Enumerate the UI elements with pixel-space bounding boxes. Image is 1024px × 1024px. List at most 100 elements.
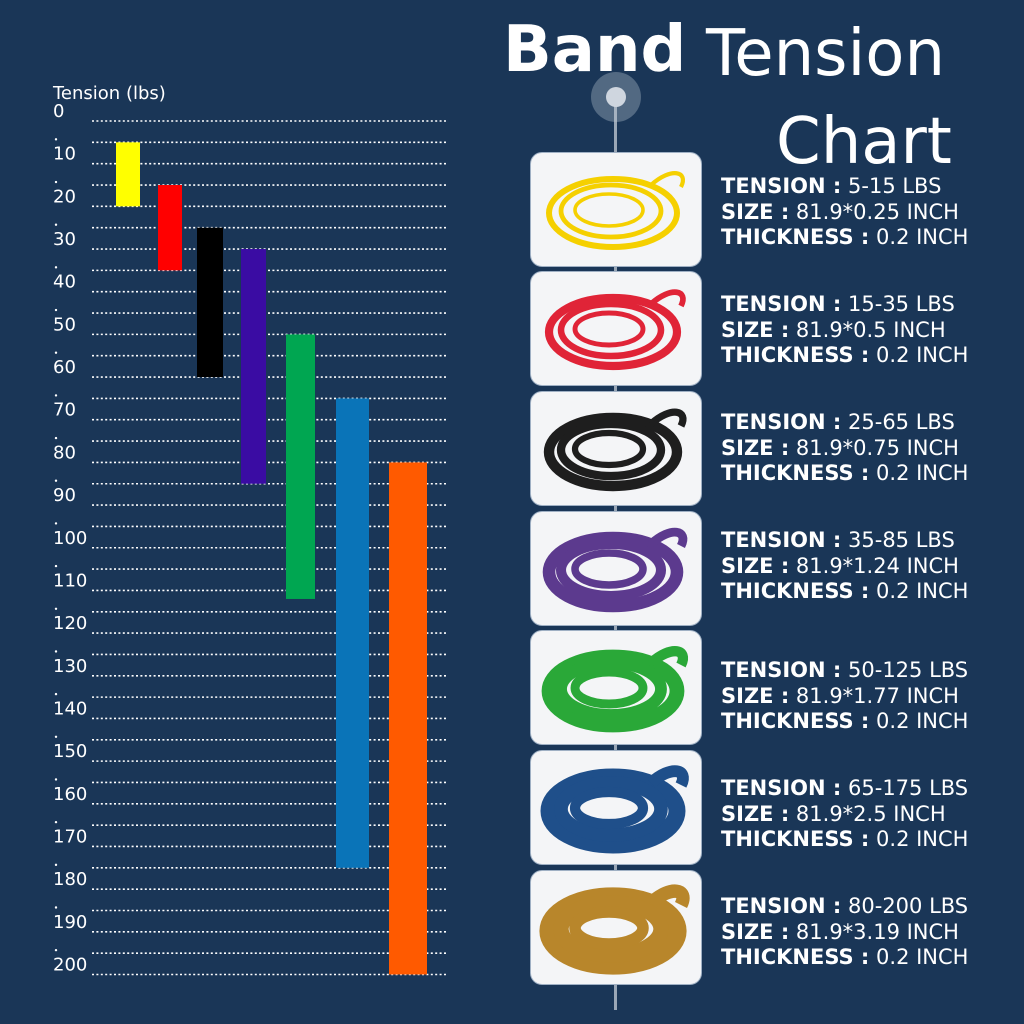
band-card: [530, 152, 702, 267]
band-card: [530, 271, 702, 386]
spec-thickness-label: THICKNESS :: [721, 343, 870, 367]
red-band-icon: [544, 289, 686, 371]
y-minor-tick: [54, 223, 58, 226]
spec-size-label: SIZE :: [721, 553, 790, 578]
y-minor-tick: [54, 522, 58, 525]
tension-bar: [389, 462, 427, 975]
y-tick-label: 200: [53, 955, 87, 976]
spec-size-row: SIZE : 81.9*3.19 INCH: [721, 920, 968, 946]
spec-tension-row: TENSION : 15-35 LBS: [721, 292, 968, 318]
green-band-icon: [541, 646, 688, 733]
title-bold: Band: [503, 13, 687, 87]
y-minor-tick: [54, 735, 58, 738]
spec-size-row: SIZE : 81.9*1.77 INCH: [721, 684, 968, 710]
spec-size-value: 81.9*1.77 INCH: [795, 683, 959, 708]
spec-size-row: SIZE : 81.9*2.5 INCH: [721, 802, 968, 828]
tension-bar: [336, 398, 369, 868]
y-minor-tick: [54, 351, 58, 354]
spec-tension-value: 15-35 LBS: [848, 292, 955, 316]
spec-thickness-row: THICKNESS : 0.2 INCH: [721, 579, 968, 605]
spec-size-label: SIZE :: [721, 919, 790, 944]
spec-thickness-row: THICKNESS : 0.2 INCH: [721, 343, 968, 369]
y-tick-label: 0: [53, 101, 64, 122]
band-spec: TENSION : 35-85 LBS SIZE : 81.9*1.24 INCH…: [721, 528, 968, 605]
y-minor-tick: [54, 863, 58, 867]
spec-tension-value: 5-15 LBS: [848, 174, 942, 198]
band-spec: TENSION : 5-15 LBS SIZE : 81.9*0.25 INCH T…: [721, 174, 968, 251]
title-line-1: Tension: [706, 17, 945, 91]
spec-tension-value: 80-200 LBS: [848, 894, 969, 918]
spec-tension-row: TENSION : 50-125 LBS: [721, 658, 968, 684]
y-tick-label: 190: [53, 912, 87, 933]
spec-size-value: 81.9*3.19 INCH: [795, 919, 959, 944]
y-minor-tick: [54, 308, 58, 312]
spec-tension-row: TENSION : 65-175 LBS: [721, 776, 968, 802]
y-tick-label: 120: [53, 613, 87, 634]
y-tick-label: 160: [53, 784, 87, 805]
spec-size-value: 81.9*2.5 INCH: [795, 801, 946, 826]
spec-thickness-row: THICKNESS : 0.2 INCH: [721, 827, 968, 853]
spec-size-label: SIZE :: [721, 199, 790, 224]
purple-band-icon: [542, 527, 688, 613]
y-tick-label: 40: [53, 272, 76, 293]
black-band-icon: [543, 408, 687, 492]
band-card: [530, 630, 702, 745]
y-tick-label: 80: [53, 442, 76, 463]
spec-size-value: 81.9*0.5 INCH: [795, 317, 946, 342]
y-minor-tick: [54, 692, 58, 696]
spec-tension-row: TENSION : 25-65 LBS: [721, 410, 968, 436]
y-minor-tick: [54, 650, 58, 653]
timeline-knob-center: [606, 87, 626, 107]
spec-thickness-value: 0.2 INCH: [876, 709, 969, 733]
title-line-2: Chart: [776, 105, 952, 179]
spec-thickness-value: 0.2 INCH: [876, 827, 969, 851]
spec-size-row: SIZE : 81.9*0.75 INCH: [721, 436, 968, 462]
y-minor-tick: [54, 607, 58, 610]
spec-tension-row: TENSION : 80-200 LBS: [721, 894, 968, 920]
spec-size-label: SIZE :: [721, 317, 790, 342]
tension-bar: [197, 227, 223, 378]
spec-thickness-value: 0.2 INCH: [876, 579, 969, 603]
spec-thickness-label: THICKNESS :: [721, 709, 870, 733]
spec-thickness-value: 0.2 INCH: [876, 945, 969, 969]
band-spec: TENSION : 65-175 LBS SIZE : 81.9*2.5 INCH…: [721, 776, 968, 853]
y-tick-label: 180: [53, 869, 87, 890]
orange-band-icon: [539, 884, 690, 975]
spec-tension-label: TENSION :: [721, 174, 842, 198]
spec-thickness-label: THICKNESS :: [721, 461, 870, 485]
spec-tension-label: TENSION :: [721, 894, 842, 918]
tension-bar: [116, 142, 140, 207]
y-tick-label: 110: [53, 570, 87, 591]
band-card: [530, 391, 702, 506]
spec-tension-label: TENSION :: [721, 776, 842, 800]
spec-tension-label: TENSION :: [721, 292, 842, 316]
band-card: [530, 870, 702, 985]
tension-bar: [158, 185, 182, 271]
spec-thickness-label: THICKNESS :: [721, 225, 870, 249]
y-tick-label: 50: [53, 314, 76, 335]
spec-size-label: SIZE :: [721, 435, 790, 460]
y-tick-label: 130: [53, 656, 87, 677]
y-minor-tick: [54, 479, 58, 482]
spec-size-label: SIZE :: [721, 801, 790, 826]
spec-tension-value: 35-85 LBS: [848, 528, 955, 552]
y-tick-label: 70: [53, 400, 76, 421]
y-minor-tick: [54, 820, 58, 824]
yellow-band-icon: [546, 171, 685, 250]
spec-size-row: SIZE : 81.9*0.25 INCH: [721, 200, 968, 226]
y-minor-tick: [54, 394, 58, 397]
spec-size-row: SIZE : 81.9*0.5 INCH: [721, 318, 968, 344]
y-tick-labels: 0 10 20 30 40 50 60 70 80 90 100 110 120 130 140 150 160…: [53, 101, 87, 976]
y-tick-label: 90: [53, 485, 76, 506]
tension-bar: [241, 249, 266, 484]
spec-thickness-label: THICKNESS :: [721, 945, 870, 969]
spec-tension-value: 65-175 LBS: [848, 776, 969, 800]
spec-tension-row: TENSION : 35-85 LBS: [721, 528, 968, 554]
spec-tension-value: 50-125 LBS: [848, 658, 969, 682]
band-spec: TENSION : 50-125 LBS SIZE : 81.9*1.77 INC…: [721, 658, 968, 735]
spec-tension-value: 25-65 LBS: [848, 410, 955, 434]
spec-thickness-label: THICKNESS :: [721, 827, 870, 851]
y-tick-label: 140: [53, 698, 87, 719]
spec-thickness-row: THICKNESS : 0.2 INCH: [721, 225, 968, 251]
band-spec: TENSION : 80-200 LBS SIZE : 81.9*3.19 INC…: [721, 894, 968, 971]
